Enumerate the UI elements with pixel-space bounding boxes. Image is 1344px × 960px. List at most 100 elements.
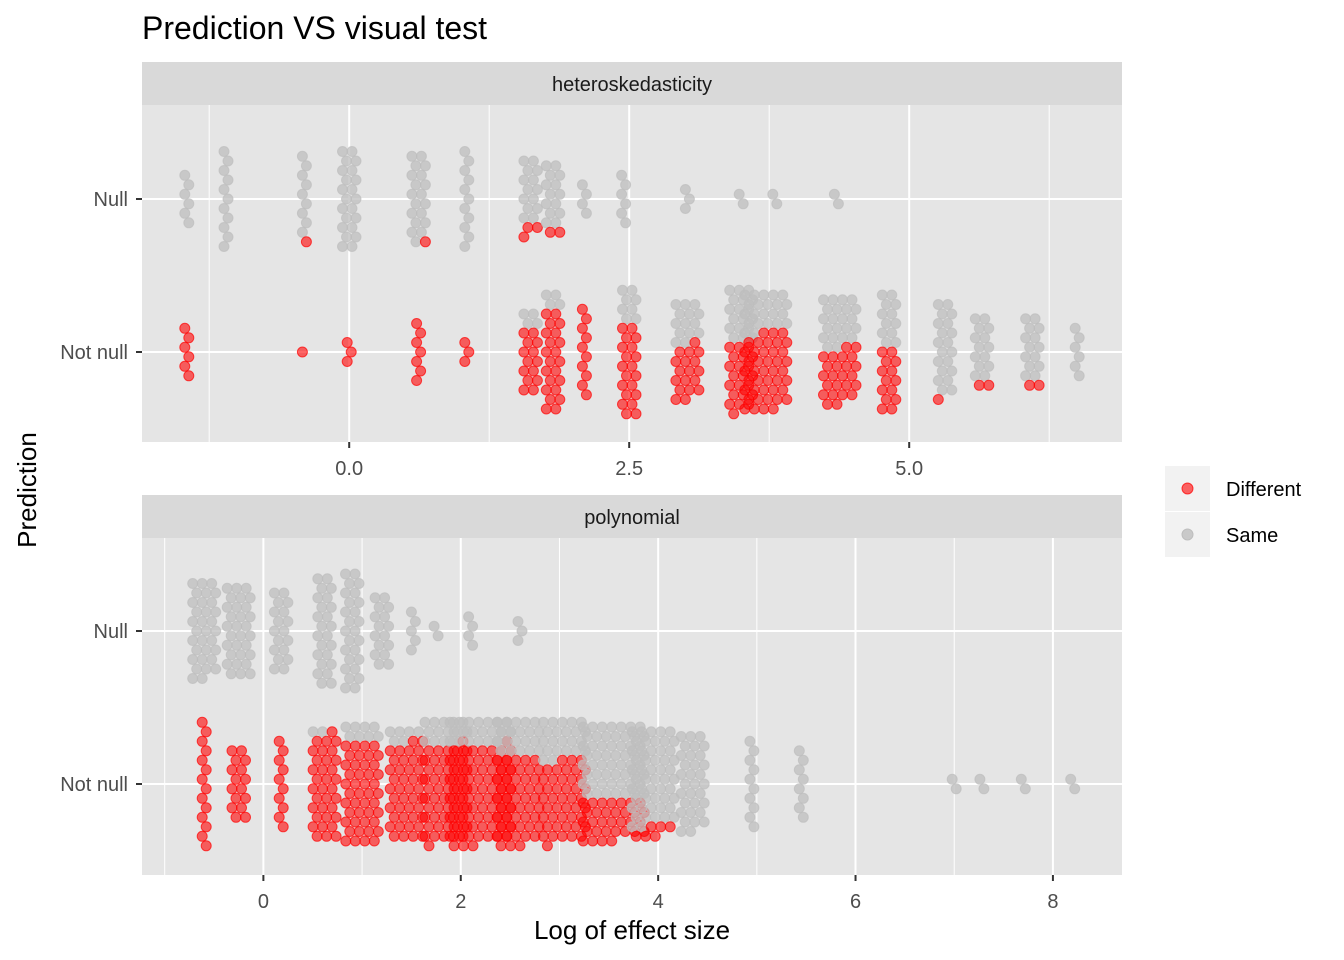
point-same — [655, 764, 667, 776]
point-same — [679, 203, 691, 214]
point-same — [620, 179, 632, 191]
point-same — [698, 740, 710, 752]
point-different — [407, 811, 419, 823]
point-same — [655, 802, 667, 814]
point-same — [797, 754, 809, 766]
point-same — [350, 155, 362, 167]
point-same — [196, 635, 208, 646]
point-different — [349, 816, 361, 828]
point-same — [527, 155, 539, 167]
point-different — [196, 811, 208, 823]
point-different — [394, 821, 406, 833]
point-different — [368, 759, 380, 771]
point-same — [679, 816, 691, 828]
point-same — [349, 663, 361, 675]
point-same — [837, 332, 848, 344]
point-different — [837, 351, 848, 363]
point-different — [522, 375, 534, 386]
point-different — [617, 398, 628, 410]
point-same — [312, 630, 324, 642]
point-same — [537, 735, 549, 747]
point-different — [510, 754, 522, 766]
point-different — [236, 745, 247, 757]
point-same — [463, 193, 475, 205]
point-different — [473, 830, 484, 842]
point-same — [698, 778, 710, 790]
point-different — [463, 754, 475, 766]
point-different — [876, 384, 888, 396]
point-same — [321, 592, 333, 604]
point-same — [191, 663, 203, 675]
point-different — [501, 754, 512, 766]
point-same — [1024, 360, 1036, 372]
point-different — [850, 360, 862, 372]
point-same — [587, 759, 599, 771]
point-same — [524, 745, 535, 757]
point-different — [630, 351, 642, 363]
point-different — [850, 341, 862, 353]
point-different — [359, 759, 371, 771]
point-same — [1029, 332, 1041, 344]
point-different — [531, 375, 543, 386]
point-same — [218, 146, 230, 157]
point-different — [344, 807, 356, 818]
point-same — [675, 750, 687, 761]
point-same — [850, 322, 862, 334]
point-same — [758, 289, 770, 301]
legend-key-different — [1181, 482, 1194, 495]
point-different — [514, 802, 526, 814]
point-same — [664, 802, 676, 814]
point-same — [979, 370, 991, 382]
point-different — [277, 764, 289, 776]
point-same — [459, 146, 471, 157]
point-same — [419, 217, 431, 229]
point-different — [876, 403, 888, 415]
point-same — [615, 778, 627, 790]
point-different — [458, 802, 469, 814]
point-same — [827, 332, 839, 344]
point-different — [340, 835, 352, 847]
point-same — [1073, 332, 1085, 344]
y-axis: Null Not null — [60, 189, 142, 364]
point-same — [473, 716, 484, 728]
point-same — [689, 759, 701, 771]
point-different — [771, 337, 783, 348]
point-different — [683, 384, 695, 396]
point-same — [384, 726, 396, 738]
point-different — [454, 830, 465, 842]
point-different — [454, 773, 465, 785]
point-different — [524, 764, 535, 776]
point-different — [621, 408, 632, 420]
point-different — [767, 327, 779, 339]
point-same — [698, 797, 710, 809]
point-different — [728, 370, 740, 382]
point-different — [556, 792, 568, 804]
point-same — [206, 616, 218, 627]
point-same — [577, 759, 589, 771]
point-same — [626, 745, 638, 757]
point-same — [321, 611, 333, 623]
point-same — [296, 226, 308, 238]
point-different — [739, 365, 751, 377]
point-same — [744, 735, 756, 747]
point-same — [467, 726, 479, 738]
point-different — [890, 375, 902, 386]
point-same — [200, 587, 212, 599]
point-same — [225, 630, 237, 642]
point-different — [467, 783, 479, 795]
point-different — [670, 394, 682, 405]
point-different — [419, 830, 431, 842]
point-different — [886, 346, 898, 358]
point-different — [621, 389, 632, 401]
point-same — [369, 630, 381, 642]
point-same — [353, 616, 365, 627]
point-same — [876, 289, 888, 301]
point-same — [383, 620, 395, 632]
point-different — [752, 356, 764, 367]
point-different — [664, 821, 676, 833]
point-same — [936, 384, 948, 396]
point-different — [550, 346, 562, 358]
point-different — [200, 821, 212, 833]
point-same — [1033, 341, 1045, 353]
